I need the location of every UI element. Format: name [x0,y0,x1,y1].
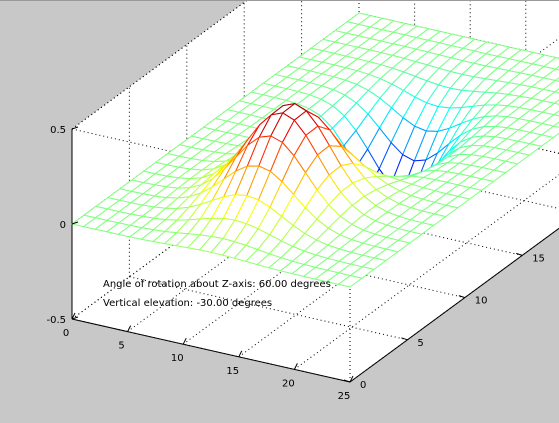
y-tick-label: 0 [360,380,366,391]
z-tick-label: 0 [60,220,66,231]
x-tick-label: 0 [63,328,69,339]
y-tick-label: 5 [417,338,423,349]
x-tick-label: 20 [282,378,295,389]
x-tick-label: 15 [226,366,239,377]
x-tick-label: 5 [118,341,124,352]
x-tick-label: 10 [171,353,184,364]
rotation-annotation: Angle of rotation about Z-axis: 60.00 de… [103,279,331,290]
y-tick-label: 15 [532,253,545,264]
z-tick-label: 0.5 [50,125,66,136]
elevation-annotation: Vertical elevation: -30.00 degrees [103,298,272,309]
x-tick-label: 25 [338,391,351,402]
y-tick-label: 10 [475,296,488,307]
z-tick-label: -0.5 [46,315,66,326]
